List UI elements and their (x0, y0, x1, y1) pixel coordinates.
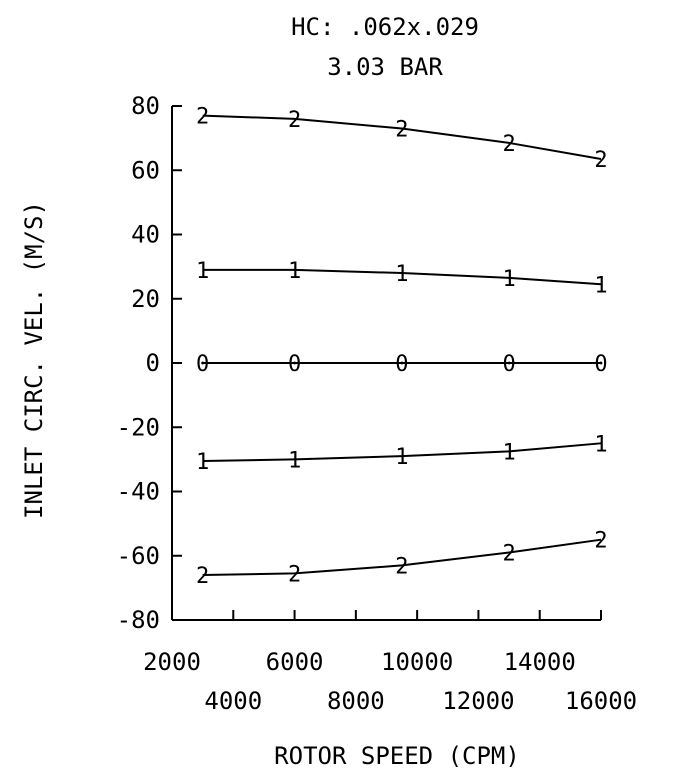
data-point-marker: 2 (395, 117, 408, 142)
y-tick-label: 40 (131, 221, 160, 249)
y-tick-label: -60 (117, 542, 160, 570)
x-tick-label: 4000 (204, 687, 262, 715)
data-point-marker: 1 (288, 259, 301, 284)
data-point-marker: 2 (196, 105, 209, 130)
data-point-marker: 1 (502, 267, 515, 292)
x-tick-label: 8000 (327, 687, 385, 715)
data-point-marker: 2 (594, 148, 607, 173)
data-point-marker: 1 (196, 450, 209, 475)
y-tick-label: 60 (131, 156, 160, 184)
data-point-marker: 2 (288, 562, 301, 587)
data-point-marker: 1 (288, 448, 301, 473)
series-line-0 (202, 114, 602, 160)
data-point-marker: 2 (288, 108, 301, 133)
data-point-marker: 2 (502, 542, 515, 567)
data-point-marker: 1 (594, 273, 607, 298)
data-point-marker: 0 (594, 352, 607, 377)
data-point-marker: 2 (594, 529, 607, 554)
y-tick-label: -80 (117, 606, 160, 634)
x-axis-label: ROTOR SPEED (CPM) (274, 742, 520, 770)
y-tick-label: 20 (131, 285, 160, 313)
data-point-marker: 1 (502, 440, 515, 465)
series-line-4 (202, 538, 602, 577)
series-line-3 (202, 442, 602, 462)
y-tick-label: -40 (117, 478, 160, 506)
x-tick-label: 10000 (381, 648, 453, 676)
data-point-marker: 1 (395, 445, 408, 470)
data-point-marker: 1 (395, 262, 408, 287)
x-tick-label: 2000 (143, 648, 201, 676)
data-point-marker: 0 (196, 352, 209, 377)
data-point-marker: 2 (502, 132, 515, 157)
data-point-marker: 0 (395, 352, 408, 377)
data-point-marker: 1 (196, 259, 209, 284)
data-point-marker: 0 (288, 352, 301, 377)
y-axis-label: INLET CIRC. VEL. (M/S) (20, 201, 48, 519)
series-line-1 (202, 268, 602, 286)
chart-title: HC: .062x.029 (291, 13, 479, 41)
chart-subtitle: 3.03 BAR (327, 53, 443, 81)
x-tick-label: 14000 (504, 648, 576, 676)
y-tick-label: -20 (117, 413, 160, 441)
data-point-marker: 1 (594, 432, 607, 457)
x-tick-label: 16000 (565, 687, 637, 715)
data-point-marker: 2 (196, 564, 209, 589)
x-tick-label: 6000 (266, 648, 324, 676)
y-tick-label: 0 (146, 349, 160, 377)
x-tick-label: 12000 (442, 687, 514, 715)
data-point-marker: 0 (502, 352, 515, 377)
plot-area: 2 2 2 2 2 1 1 1 1 1 0 0 0 0 0 1 1 1 1 1 2 2 2 2 2 (196, 105, 608, 589)
y-tick-label: 80 (131, 92, 160, 120)
data-point-marker: 2 (395, 554, 408, 579)
